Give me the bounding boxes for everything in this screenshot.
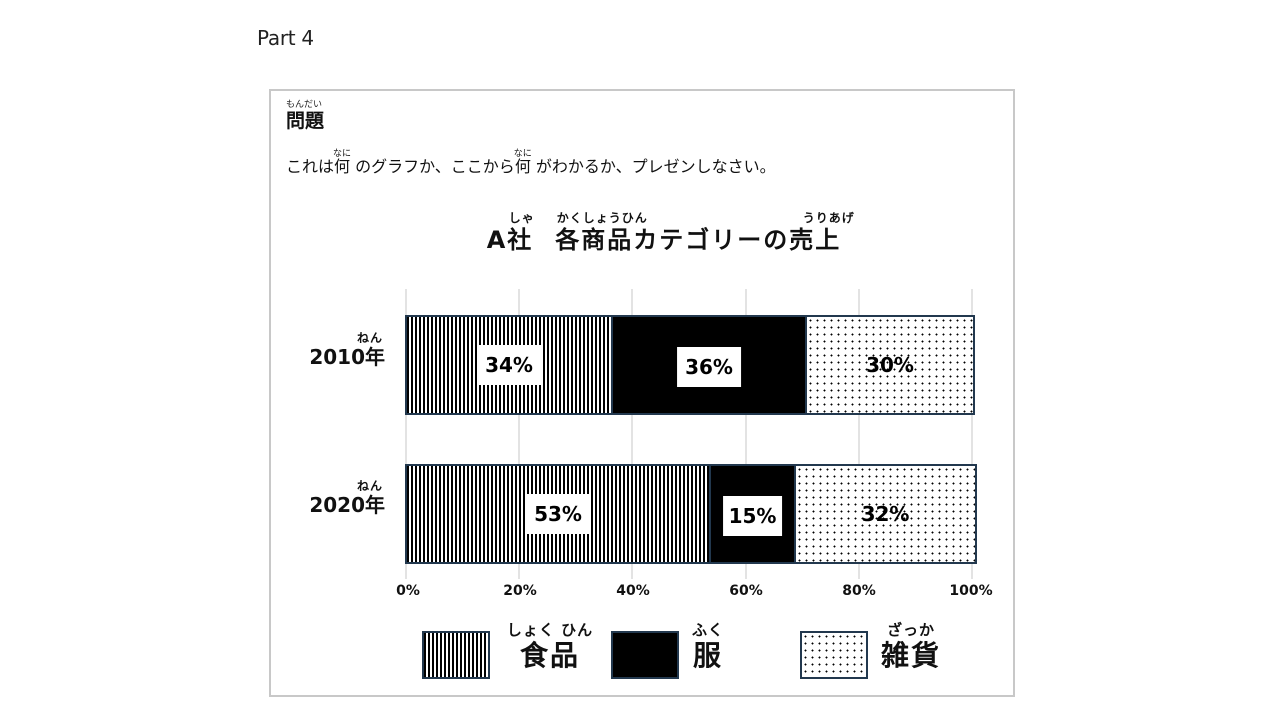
legend-label-food: しょく ひん 食品 — [500, 621, 600, 673]
legend-text: 雑貨 — [880, 639, 941, 672]
title-ruby-uriage: うりあげ — [802, 211, 855, 225]
x-tick-20: 20% — [503, 583, 537, 599]
question-heading-ruby: もんだい — [286, 100, 323, 110]
value-label: 32% — [861, 502, 910, 526]
year-text: 2020年 — [309, 493, 385, 517]
segment-clothes-2020: 15% — [709, 466, 794, 562]
year-text: 2010年 — [309, 345, 385, 369]
segment-misc-2010: 30% — [805, 317, 973, 413]
bar-2010: 34% 36% 30% — [405, 315, 975, 415]
grid-line-60 — [745, 289, 747, 579]
year-ruby: ねん — [356, 479, 383, 493]
part-title: Part 4 — [257, 26, 314, 50]
grid-line-20 — [518, 289, 520, 579]
legend-label-misc: ざっか 雑貨 — [876, 621, 946, 673]
grid-line-0 — [405, 289, 407, 579]
legend-item-misc: ざっか 雑貨 — [800, 617, 980, 681]
x-tick-60: 60% — [729, 583, 763, 599]
legend-ruby: ふく — [691, 621, 724, 639]
prompt-part: のグラフか、ここから — [350, 157, 515, 176]
value-label: 34% — [477, 345, 541, 385]
prompt-part: がわかるか、プレゼンしなさい。 — [530, 157, 776, 176]
legend-item-clothes: ふく 服 — [611, 617, 751, 681]
legend-ruby: ざっか — [886, 621, 935, 639]
segment-misc-2020: 32% — [794, 466, 975, 562]
legend-label-clothes: ふく 服 — [683, 621, 733, 673]
grid-line-80 — [858, 289, 860, 579]
chart-title-inner: しゃ かくしょうひん うりあげ A社 各商品カテゴリーの売上 — [486, 211, 854, 255]
prompt-kanji-nani: なに何 — [333, 149, 352, 176]
grid-line-100 — [971, 289, 973, 579]
title-ruby-kakushouhin: かくしょうひん — [556, 211, 648, 225]
x-tick-40: 40% — [616, 583, 650, 599]
title-categories: 各商品カテゴリーの — [555, 226, 790, 254]
ruby-nani: なに — [513, 149, 532, 159]
title-ruby-sha: しゃ — [508, 211, 535, 225]
grid-line-40 — [631, 289, 633, 579]
value-label: 53% — [526, 494, 590, 534]
question-card: もんだい 問題 これは なに何 のグラフか、ここから なに何 がわかるか、プレゼンし… — [269, 89, 1015, 697]
ruby-nani: なに — [333, 149, 352, 159]
value-label: 36% — [677, 347, 741, 387]
title-sales: 売上 — [789, 226, 842, 254]
x-tick-100: 100% — [949, 583, 993, 599]
segment-food-2010: 34% — [407, 317, 611, 413]
x-tick-0: 0% — [396, 583, 420, 599]
legend-text: 服 — [692, 639, 723, 672]
bar-2020: 53% 15% 32% — [405, 464, 977, 564]
year-label-2020: ねん 2020年 — [295, 479, 385, 517]
segment-food-2020: 53% — [407, 466, 709, 562]
value-label: 15% — [722, 496, 783, 536]
question-heading: もんだい 問題 — [286, 100, 324, 132]
question-heading-text: 問題 — [286, 110, 325, 132]
prompt-kanji-nani: なに何 — [513, 149, 532, 176]
chart-title: しゃ かくしょうひん うりあげ A社 各商品カテゴリーの売上 — [271, 211, 1017, 255]
question-prompt: これは なに何 のグラフか、ここから なに何 がわかるか、プレゼンしなさい。 — [286, 147, 776, 187]
legend-swatch-misc — [800, 631, 868, 679]
legend-ruby: しょく ひん — [506, 621, 594, 639]
value-label: 30% — [866, 353, 914, 377]
year-ruby: ねん — [356, 331, 383, 345]
title-company: A社 — [486, 226, 534, 254]
legend-item-food: しょく ひん 食品 — [422, 617, 602, 681]
legend-swatch-food — [422, 631, 490, 679]
segment-clothes-2010: 36% — [611, 317, 805, 413]
legend-text: 食品 — [519, 639, 580, 672]
x-tick-80: 80% — [842, 583, 876, 599]
year-label-2010: ねん 2010年 — [295, 331, 385, 369]
prompt-part: これは — [286, 157, 335, 176]
legend-swatch-clothes — [611, 631, 679, 679]
